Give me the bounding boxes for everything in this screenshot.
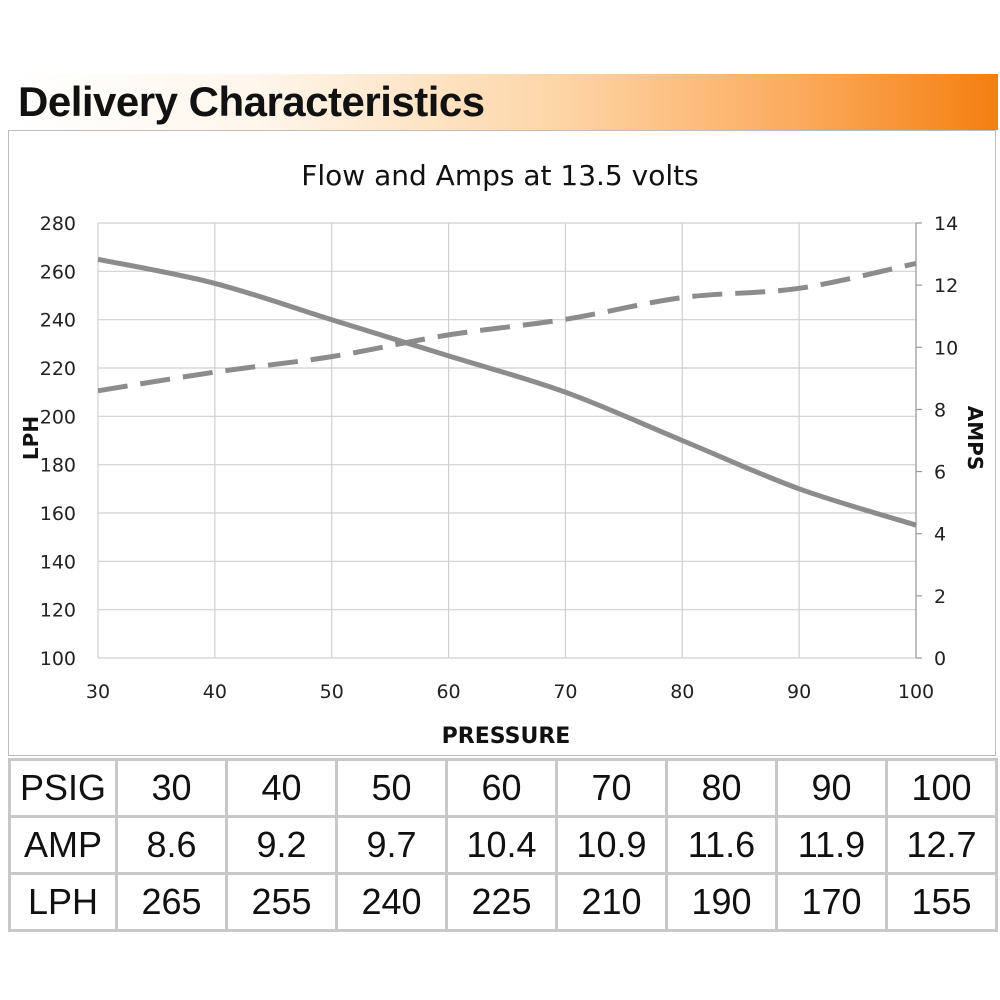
y2-tick-label: 4 <box>934 524 946 546</box>
table-cell: 10.4 <box>445 815 558 875</box>
table-row-lph: LPH 265 255 240 225 210 190 170 155 <box>8 872 998 932</box>
table-row-amp: AMP 8.6 9.2 9.7 10.4 10.9 11.6 11.9 12.7 <box>8 815 998 875</box>
table-cell: 10.9 <box>555 815 668 875</box>
y-tick-label: 280 <box>40 213 76 235</box>
header-banner: Delivery Characteristics <box>10 74 998 130</box>
table-row-psig: PSIG 30 40 50 60 70 80 90 100 <box>8 758 998 818</box>
table-cell: 100 <box>885 758 998 818</box>
x-tick-label: 90 <box>787 681 811 703</box>
y-tick-label: 180 <box>40 455 76 477</box>
y-tick-label: 220 <box>40 358 76 380</box>
table-cell: 70 <box>555 758 668 818</box>
row-label: PSIG <box>8 758 118 818</box>
y2-tick-label: 2 <box>934 586 946 608</box>
y-tick-label: 140 <box>40 551 76 573</box>
y2-tick-label: 14 <box>934 213 958 235</box>
y-tick-label: 160 <box>40 503 76 525</box>
y2-tick-label: 12 <box>934 275 958 297</box>
table-cell: 170 <box>775 872 888 932</box>
x-tick-label: 30 <box>86 681 110 703</box>
y2-tick-label: 0 <box>934 648 946 670</box>
y-tick-label: 240 <box>40 310 76 332</box>
table-cell: 8.6 <box>115 815 228 875</box>
table-cell: 11.6 <box>665 815 778 875</box>
data-table: PSIG 30 40 50 60 70 80 90 100 AMP 8.6 9.2 9.7 10.4 10.… <box>8 758 998 932</box>
table-cell: 265 <box>115 872 228 932</box>
grid-lines <box>97 222 922 659</box>
table-cell: 50 <box>335 758 448 818</box>
y2-axis-label: AMPS <box>963 406 987 470</box>
y-tick-label: 260 <box>40 261 76 283</box>
table-cell: 9.2 <box>225 815 338 875</box>
table-cell: 30 <box>115 758 228 818</box>
y-tick-label: 200 <box>40 406 76 428</box>
y2-tick-label: 8 <box>934 399 946 421</box>
table-cell: 40 <box>225 758 338 818</box>
series-line-amp <box>97 260 917 394</box>
chart-frame <box>8 130 996 756</box>
x-tick-label: 70 <box>553 681 577 703</box>
table-cell: 155 <box>885 872 998 932</box>
x-tick-label: 80 <box>670 681 694 703</box>
table-cell: 255 <box>225 872 338 932</box>
table-cell: 190 <box>665 872 778 932</box>
table-cell: 210 <box>555 872 668 932</box>
x-tick-label: 60 <box>436 681 460 703</box>
row-label: AMP <box>8 815 118 875</box>
row-label: LPH <box>8 872 118 932</box>
table-cell: 9.7 <box>335 815 448 875</box>
table-cell: 90 <box>775 758 888 818</box>
y-tick-label: 100 <box>40 648 76 670</box>
x-tick-label: 50 <box>320 681 344 703</box>
x-axis-label: PRESSURE <box>442 724 571 749</box>
table-cell: 11.9 <box>775 815 888 875</box>
y-axis-label: LPH <box>19 416 43 460</box>
table-cell: 60 <box>445 758 558 818</box>
x-tick-label: 100 <box>898 681 934 703</box>
chart-title: Flow and Amps at 13.5 volts <box>301 159 698 192</box>
y2-tick-label: 6 <box>934 462 946 484</box>
table-cell: 225 <box>445 872 558 932</box>
page-title: Delivery Characteristics <box>18 78 485 125</box>
y-tick-label: 120 <box>40 600 76 622</box>
table-cell: 240 <box>335 872 448 932</box>
table-cell: 80 <box>665 758 778 818</box>
series-layer <box>97 256 917 528</box>
y2-tick-label: 10 <box>934 337 958 359</box>
x-tick-label: 40 <box>203 681 227 703</box>
table-cell: 12.7 <box>885 815 998 875</box>
series-line-lph <box>97 256 917 528</box>
